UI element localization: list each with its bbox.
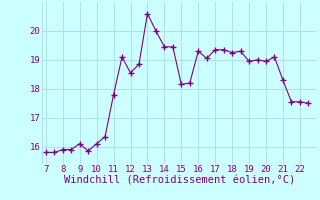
X-axis label: Windchill (Refroidissement éolien,°C): Windchill (Refroidissement éolien,°C) xyxy=(64,176,295,186)
